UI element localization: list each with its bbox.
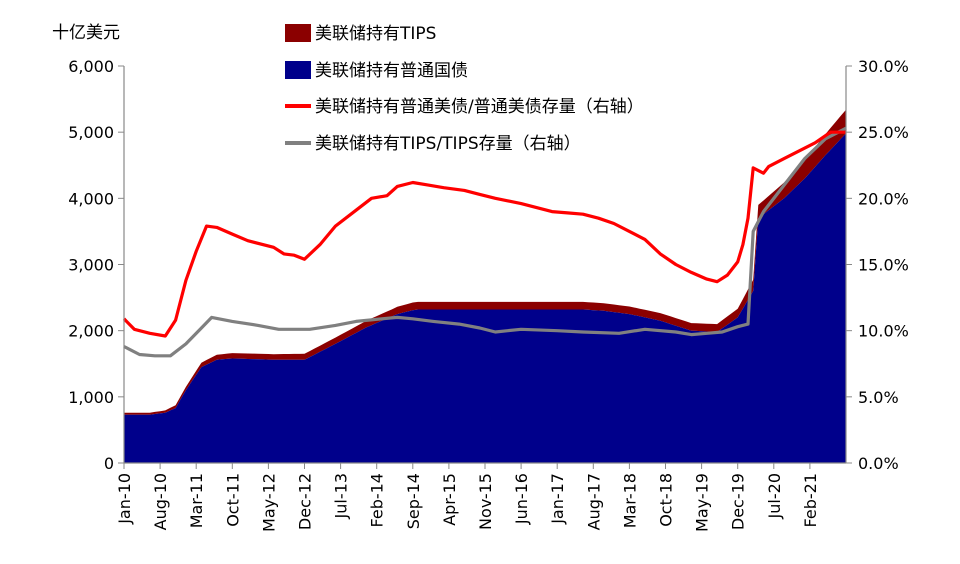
area-series-nominal-treasuries: [124, 133, 846, 463]
y-left-tick-label: 4,000: [68, 189, 114, 208]
area-series-group: [124, 109, 846, 463]
legend-item-nominal-treasuries: 美联储持有普通国债: [285, 61, 468, 81]
legend-label: 美联储持有TIPS: [315, 24, 436, 44]
x-tick-label: Dec-19: [729, 473, 748, 530]
x-tick-label: Jan-10: [115, 473, 134, 525]
line-series-group: [122, 126, 847, 358]
y-right-tick-label: 25.0%: [858, 123, 909, 142]
y-right-tick-label: 30.0%: [858, 57, 909, 76]
legend-item-tips: 美联储持有TIPS: [285, 24, 436, 44]
y-left-tick-label: 6,000: [68, 57, 114, 76]
x-tick-label: May-12: [259, 473, 278, 532]
x-tick-label: Dec-12: [296, 473, 315, 530]
y-right-tick-label: 10.0%: [858, 322, 909, 341]
x-tick-label: Aug-10: [151, 473, 170, 530]
y-left-tick-label: 0: [104, 454, 114, 473]
legend-item-tips-ratio: 美联储持有TIPS/TIPS存量（右轴）: [285, 134, 581, 154]
y-left-tick-label: 1,000: [68, 388, 114, 407]
x-tick-label: Mar-11: [187, 473, 206, 528]
x-tick-label: Aug-17: [584, 473, 603, 530]
x-tick-label: Oct-11: [223, 473, 242, 527]
x-tick-label: Jul-13: [332, 473, 351, 519]
y-left-tick-label: 3,000: [68, 256, 114, 275]
legend-label: 美联储持有TIPS/TIPS存量（右轴）: [315, 134, 581, 154]
legend-swatch: [285, 24, 311, 42]
x-tick-label: Oct-18: [657, 473, 676, 527]
legend-label: 美联储持有普通美债/普通美债存量（右轴）: [315, 97, 644, 117]
legend-label: 美联储持有普通国债: [315, 61, 468, 81]
line-series-tips-ratio: [123, 126, 847, 358]
y-right-tick-label: 0.0%: [858, 454, 899, 473]
line-series-nominal-ratio: [122, 130, 846, 338]
line-series-nominal-ratio-group: [122, 130, 847, 338]
y-right-tick-label: 15.0%: [858, 256, 909, 275]
y-right-tick-label: 5.0%: [858, 388, 899, 407]
x-tick-label: Jan-17: [548, 473, 567, 525]
x-tick-label: Feb-14: [368, 473, 387, 527]
y-left-axis-title: 十亿美元: [52, 23, 120, 43]
x-tick-label: Sep-14: [404, 473, 423, 529]
y-left-tick-label: 2,000: [68, 322, 114, 341]
y-right-tick-label: 20.0%: [858, 189, 909, 208]
legend-item-nominal-ratio: 美联储持有普通美债/普通美债存量（右轴）: [285, 97, 644, 117]
legend-swatch: [285, 61, 311, 79]
x-tick-label: Feb-21: [801, 473, 820, 527]
x-tick-label: Nov-15: [476, 473, 495, 530]
axes-group: 0 1,000 2,000 3,000 4,000 5,000 6,000 0.0% 5.0% 1…: [68, 57, 909, 532]
x-tick-label: Jul-20: [765, 473, 784, 519]
y-left-tick-label: 5,000: [68, 123, 114, 142]
line-series-tips-ratio-group: [123, 126, 847, 358]
x-tick-label: Apr-15: [440, 473, 459, 526]
x-tick-label: May-19: [693, 473, 712, 532]
x-tick-label: Jun-16: [512, 473, 531, 525]
x-tick-label: Mar-18: [620, 473, 639, 528]
